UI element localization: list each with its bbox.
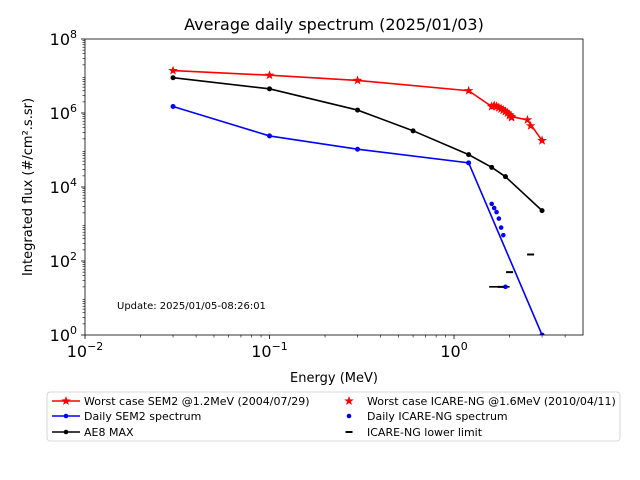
data-point-1-3 — [466, 160, 472, 166]
legend: Worst case SEM2 @1.2MeV (2004/07/29) Wors… — [46, 391, 621, 442]
series-3 — [486, 100, 547, 145]
chart-title: Average daily spectrum (2025/01/03) — [184, 15, 484, 34]
y-tick-label-4: 108 — [50, 28, 77, 49]
data-point-2-2 — [355, 107, 361, 113]
data-point-3-3 — [494, 102, 504, 112]
legend-item-4: Daily ICARE-NG spectrum — [346, 410, 508, 423]
legend-item-0: Worst case SEM2 @1.2MeV (2004/07/29) — [52, 395, 309, 408]
series-5 — [497, 253, 535, 288]
data-point-0-2 — [352, 75, 363, 85]
series-1 — [170, 103, 545, 335]
data-point-4-5 — [501, 232, 506, 238]
data-point-3-7 — [502, 108, 513, 118]
data-point-3-6 — [500, 106, 511, 116]
legend-item-2: AE8 MAX — [52, 426, 134, 439]
legend-marker — [61, 396, 71, 406]
legend-label: Worst case ICARE-NG @1.6MeV (2010/04/11) — [367, 395, 616, 408]
x-tick-label-0: 10−2 — [67, 340, 104, 361]
data-point-2-1 — [267, 86, 273, 92]
data-point-1-4 — [539, 332, 545, 335]
y-tick-label-1: 102 — [50, 250, 77, 271]
series-2 — [170, 75, 545, 214]
legend-item-5: ICARE-NG lower limit — [345, 426, 483, 439]
data-point-1-0 — [170, 103, 176, 109]
data-point-4-2 — [494, 209, 499, 215]
data-point-2-0 — [170, 75, 176, 81]
legend-label: Worst case SEM2 @1.2MeV (2004/07/29) — [84, 395, 309, 408]
data-point-3-10 — [525, 120, 536, 130]
data-point-0-1 — [264, 70, 275, 80]
x-tick-label-2: 100 — [440, 340, 467, 361]
data-point-3-9 — [506, 112, 517, 122]
y-tick-label-3: 106 — [50, 102, 77, 123]
legend-marker — [344, 396, 354, 406]
data-point-2-3 — [410, 128, 416, 134]
legend-label: Daily ICARE-NG spectrum — [367, 410, 508, 423]
data-point-2-7 — [539, 208, 545, 214]
plot-frame — [84, 38, 584, 336]
legend-item-1: Daily SEM2 spectrum — [52, 410, 201, 423]
data-point-0-14 — [522, 114, 533, 124]
data-point-3-8 — [504, 110, 515, 120]
legend-marker — [346, 413, 352, 419]
data-point-4-3 — [496, 216, 502, 221]
legend-label: ICARE-NG lower limit — [367, 426, 483, 439]
legend-label: Daily SEM2 spectrum — [84, 410, 201, 423]
series-4 — [489, 201, 508, 290]
legend-marker — [63, 429, 69, 435]
data-point-4-1 — [491, 205, 497, 211]
y-tick-label-2: 104 — [50, 176, 77, 197]
legend-label: AE8 MAX — [84, 426, 134, 439]
data-point-4-0 — [489, 201, 494, 207]
legend-marker — [63, 413, 69, 419]
plot-area — [168, 65, 547, 335]
legend-box — [46, 391, 621, 442]
y-axis-label: Integrated flux (#/cm².s.sr) — [21, 98, 36, 276]
data-point-0-0 — [168, 65, 178, 75]
series-line-2 — [172, 76, 543, 212]
data-point-3-0 — [486, 101, 497, 111]
data-point-1-1 — [267, 133, 273, 139]
data-point-3-5 — [498, 105, 509, 115]
data-point-4-4 — [498, 225, 504, 230]
plot-inner — [168, 65, 547, 335]
data-point-3-4 — [496, 103, 506, 113]
data-point-0-3 — [463, 85, 474, 95]
data-point-4-6 — [503, 284, 508, 290]
data-point-2-6 — [502, 174, 508, 180]
data-point-2-4 — [466, 152, 472, 158]
data-point-3-11 — [537, 135, 547, 145]
data-point-2-5 — [489, 164, 495, 170]
data-point-1-2 — [355, 146, 361, 152]
legend-item-3: Worst case ICARE-NG @1.6MeV (2010/04/11) — [344, 395, 616, 408]
update-annotation: Update: 2025/01/05-08:26:01 — [117, 301, 266, 312]
x-tick-label-1: 10−1 — [251, 340, 288, 361]
x-axis-label: Energy (MeV) — [290, 371, 378, 386]
